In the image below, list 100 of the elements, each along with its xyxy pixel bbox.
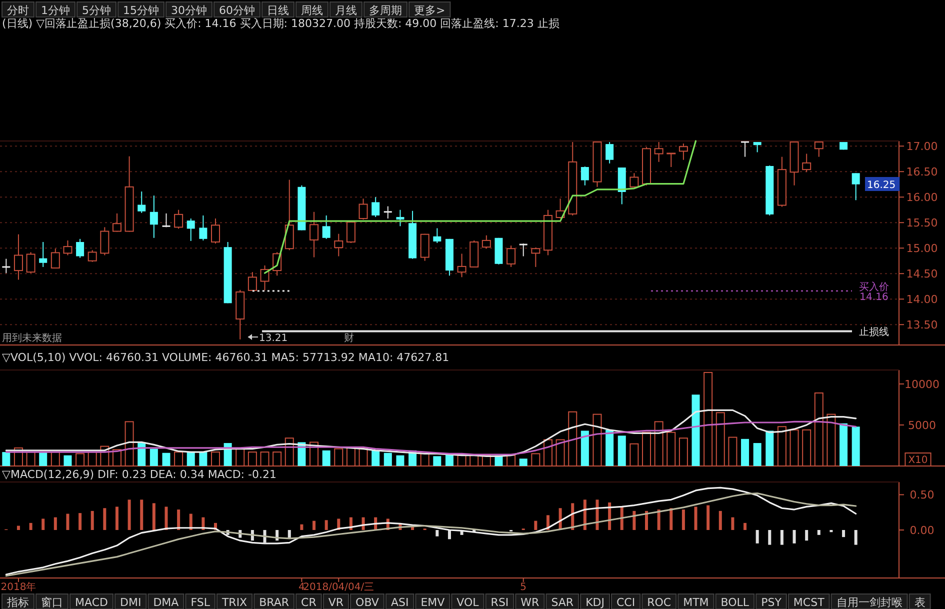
- text: VR: [328, 596, 344, 609]
- bar: [756, 530, 759, 544]
- bar: [164, 506, 168, 530]
- text: 自用一剑封喉: [836, 596, 902, 609]
- text: 60分钟: [219, 4, 255, 17]
- candlestick: [14, 234, 23, 280]
- bar: [103, 508, 106, 530]
- candlestick: [346, 220, 356, 244]
- text: DMI: [120, 596, 142, 609]
- candlestick: [396, 209, 404, 227]
- candlestick: [50, 248, 60, 269]
- text: ROC: [647, 596, 672, 609]
- y-tick-label: 16.00: [906, 191, 938, 204]
- bar: [766, 430, 774, 466]
- candlestick: [76, 238, 84, 258]
- candlestick: [138, 190, 146, 214]
- y-tick-label: 14.50: [906, 268, 938, 281]
- bar: [706, 505, 710, 530]
- bar: [78, 513, 82, 530]
- bar: [694, 506, 698, 530]
- text: CR: [301, 596, 317, 609]
- candlestick: [248, 272, 257, 291]
- text: KDJ: [586, 596, 604, 609]
- bar: [186, 452, 195, 466]
- candlestick: [666, 152, 676, 168]
- text: 表: [914, 596, 926, 609]
- text: CCI: [616, 596, 636, 609]
- annotation: 财: [344, 332, 354, 344]
- bar: [300, 524, 304, 530]
- bar: [54, 517, 57, 530]
- bar: [42, 518, 45, 530]
- candlestick: [174, 209, 184, 230]
- candlestick: [63, 240, 72, 256]
- text: BOLL: [720, 596, 750, 609]
- bar: [288, 530, 291, 538]
- candlestick: [372, 196, 380, 218]
- chart-title: (日线) ▽回落止盈止损(38,20,6) 买入价: 14.16 买入日期: 180327.00 持股天数: 49.00 回落止盈线: 17.23 止损: [2, 17, 560, 30]
- bar: [854, 530, 858, 545]
- bar: [741, 438, 750, 466]
- bar: [115, 506, 118, 530]
- bar: [768, 530, 772, 545]
- candlestick: [211, 218, 220, 244]
- bar: [682, 510, 685, 530]
- candlestick: [1, 258, 11, 274]
- bar: [753, 443, 762, 466]
- text: VOL: [456, 596, 480, 609]
- text: MCST: [793, 596, 825, 609]
- bar: [312, 520, 316, 530]
- bar: [372, 450, 380, 466]
- candlestick: [88, 250, 97, 262]
- y-tick-label: 13.50: [906, 318, 938, 332]
- bar: [90, 510, 94, 530]
- bar: [66, 514, 70, 530]
- candlestick: [457, 253, 466, 278]
- text: 5分钟: [82, 4, 111, 17]
- candlestick: [310, 211, 319, 258]
- bar: [2, 452, 10, 466]
- text: 30分钟: [171, 4, 207, 17]
- candlestick: [506, 245, 516, 268]
- candlestick: [678, 143, 688, 160]
- candlestick: [161, 212, 171, 228]
- text: 更多>: [414, 4, 446, 17]
- candlestick: [112, 212, 122, 232]
- bar: [199, 452, 208, 466]
- text: 分时: [7, 4, 29, 17]
- candlestick: [383, 206, 393, 220]
- bar: [150, 448, 158, 466]
- bar: [620, 506, 624, 530]
- candlestick: [654, 142, 664, 162]
- candlestick: [322, 214, 330, 240]
- bar: [852, 426, 860, 466]
- bar: [645, 510, 648, 530]
- text: EMV: [420, 596, 446, 609]
- bar: [842, 530, 846, 538]
- candlestick: [814, 142, 824, 158]
- candlestick: [260, 264, 270, 291]
- text: TRIX: [220, 596, 248, 609]
- bar: [744, 522, 747, 530]
- line-series: [5, 409, 857, 457]
- bar: [692, 394, 700, 466]
- y-tick-label: 10000: [904, 378, 940, 391]
- candlestick: [852, 172, 860, 201]
- candlestick: [630, 172, 639, 188]
- candlestick: [334, 233, 344, 257]
- bar: [657, 510, 660, 530]
- bar: [731, 517, 734, 530]
- text: 16.25: [867, 180, 896, 191]
- text: BRAR: [259, 596, 290, 609]
- bar: [162, 452, 170, 466]
- candlestick: [358, 198, 368, 220]
- x-tick-label: 4: [298, 582, 305, 593]
- text: MTM: [683, 596, 709, 609]
- y-tick-label: 5000: [908, 418, 936, 432]
- text: DMA: [153, 596, 180, 609]
- bar: [128, 500, 131, 530]
- bar: [606, 430, 614, 466]
- text: 多周期: [369, 4, 402, 17]
- text: 周线: [301, 4, 323, 17]
- text: 指标: [6, 596, 29, 609]
- text: RSI: [490, 596, 509, 609]
